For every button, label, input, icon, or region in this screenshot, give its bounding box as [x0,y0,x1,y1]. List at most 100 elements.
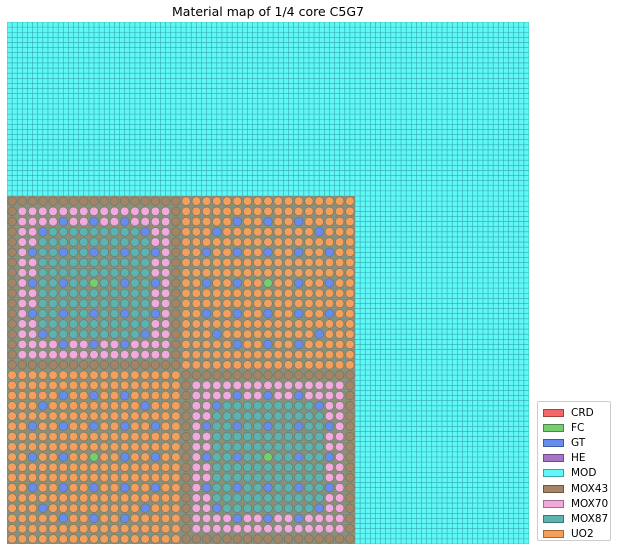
pin-mox70 [79,350,89,360]
pin-mox70 [202,524,212,534]
legend-swatch [543,530,564,539]
pin-mox87 [222,401,232,411]
pin-mox87 [38,319,48,329]
pin-mox70 [150,288,160,298]
pin-uo2 [283,288,294,298]
pin-uo2 [191,278,201,288]
pin-mox70 [253,380,263,390]
pin-mox87 [273,411,283,421]
pin-mox70 [191,421,201,431]
assembly-mox [7,196,181,370]
pin-mox87 [253,442,263,452]
pin-mox43 [171,227,181,237]
pin-uo2 [140,493,150,503]
pin-uo2 [232,360,242,370]
pin-mox87 [58,227,68,237]
pin-gt [263,339,273,349]
pin-uo2 [304,319,314,329]
pin-uo2 [283,339,294,349]
pin-mox70 [161,217,171,227]
pin-uo2 [17,431,27,442]
pin-gt [232,483,242,493]
pin-uo2 [7,524,17,534]
pin-mox87 [79,227,89,237]
pin-mox87 [99,257,109,268]
pin-mox70 [304,513,314,523]
pin-mox43 [7,247,17,257]
pin-mox87 [120,227,130,237]
pin-gt [263,247,273,257]
pin-mox87 [283,452,294,462]
pin-uo2 [68,462,79,472]
pin-mox87 [242,411,253,421]
pin-uo2 [58,493,68,503]
pin-mox43 [222,534,232,544]
pin-uo2 [212,339,222,349]
pin-mox70 [79,206,89,216]
pin-uo2 [89,462,99,472]
pin-mox70 [324,431,334,442]
pin-uo2 [150,401,160,411]
pin-mox70 [89,350,99,360]
pin-uo2 [253,360,263,370]
pin-uo2 [68,391,79,401]
pin-mox70 [28,206,38,216]
pin-mox87 [212,442,222,452]
pin-uo2 [99,462,109,472]
pin-mox70 [150,350,160,360]
pin-uo2 [191,350,201,360]
pin-mox70 [28,298,38,309]
pin-uo2 [7,421,17,431]
pin-uo2 [273,227,283,237]
pin-uo2 [48,452,58,462]
pin-mox87 [68,278,79,288]
pin-uo2 [89,534,99,544]
pin-gt [202,483,212,493]
pin-mox43 [161,196,171,206]
pin-uo2 [242,319,253,329]
pin-uo2 [324,329,334,339]
pin-uo2 [150,370,160,380]
pin-mox70 [202,391,212,401]
pin-mox87 [242,472,253,483]
pin-mox43 [79,360,89,370]
pin-uo2 [335,350,345,360]
pin-uo2 [222,278,232,288]
pin-mox70 [130,350,140,360]
pin-uo2 [48,380,58,390]
pin-mox70 [140,206,150,216]
pin-gt [212,227,222,237]
pin-gt [38,227,48,237]
pin-mox87 [58,237,68,247]
pin-uo2 [79,370,89,380]
pin-uo2 [38,391,48,401]
pin-mox43 [171,278,181,288]
pin-mox43 [7,350,17,360]
pin-uo2 [345,268,355,278]
pin-mox70 [99,350,109,360]
pin-mox70 [335,401,345,411]
pin-uo2 [48,472,58,483]
pin-uo2 [242,278,253,288]
pin-gt [89,247,99,257]
pin-mox43 [181,431,191,442]
pin-uo2 [17,462,27,472]
pin-mox87 [140,278,150,288]
pin-gt [232,217,242,227]
pin-uo2 [58,442,68,452]
chart-title: Material map of 1/4 core C5G7 [172,4,364,19]
pin-mox70 [161,350,171,360]
pin-gt [120,513,130,523]
pin-mox43 [7,257,17,268]
pin-uo2 [222,217,232,227]
pin-uo2 [263,196,273,206]
pin-mox87 [212,452,222,462]
pin-mox87 [283,472,294,483]
pin-uo2 [58,401,68,411]
pin-uo2 [171,442,181,452]
pin-uo2 [191,196,201,206]
pin-uo2 [314,350,324,360]
pin-gt [58,217,68,227]
pin-uo2 [212,196,222,206]
pin-mox43 [7,339,17,349]
